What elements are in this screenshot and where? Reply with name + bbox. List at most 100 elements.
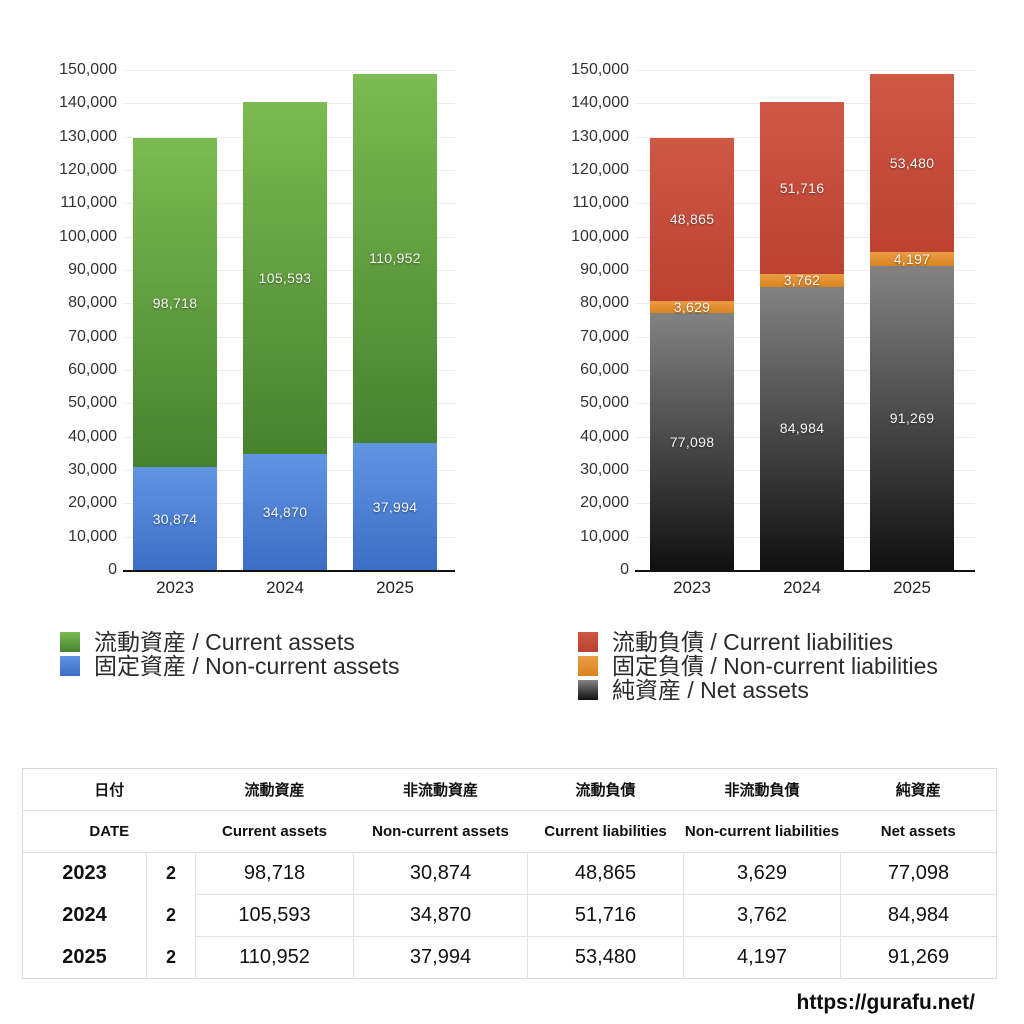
legend-swatch [60,632,80,652]
table-value-cell: 34,870 [353,894,528,937]
table-header-cell-ja: 純資産 [840,768,997,811]
table-month-cell: 2 [146,852,197,895]
assets-legend: 流動資産 / Current assets 固定資産 / Non-current … [60,630,399,678]
bar-segment: 3,629 [650,300,734,314]
bar-segment: 53,480 [870,73,954,252]
table-header-cell-en: Net assets [840,810,997,853]
legend-label: 固定負債 / Non-current liabilities [612,653,938,679]
table-header-cell-en: DATE [22,810,196,853]
y-tick-label: 60,000 [68,361,117,378]
table-row: 2025 2 110,952 37,994 53,480 4,197 91,269 [22,936,997,979]
y-tick-label: 10,000 [68,527,117,545]
table-year-cell: 2025 [22,936,147,979]
bar-segment: 110,952 [353,73,437,444]
bar-segment: 30,874 [133,467,217,570]
table-header-cell-ja: 非流動負債 [683,768,841,811]
table-row: 2024 2 105,593 34,870 51,716 3,762 84,984 [22,894,997,937]
bar-segment: 37,994 [353,443,437,570]
legend-row: 流動資産 / Current assets [60,630,399,654]
x-tick-label: 2024 [783,578,821,597]
plot-area: 77,098 3,629 48,865 84,984 3,762 51,716 91,269… [635,70,975,572]
table-value-cell: 53,480 [527,936,684,979]
y-tick-label: 100,000 [59,227,117,245]
legend-row: 純資産 / Net assets [578,678,938,702]
legend-label: 流動負債 / Current liabilities [612,629,894,655]
table-header-cell-en: Current liabilities [527,810,684,853]
y-tick-label: 40,000 [68,427,117,445]
y-tick-label: 110,000 [572,194,629,212]
y-tick-label: 30,000 [580,461,629,478]
y-axis: 0 10,000 20,000 30,000 40,000 50,000 60,000 70,… [20,61,123,578]
bar-segment: 77,098 [650,313,734,570]
table-value-cell: 98,718 [243,862,306,884]
y-tick-label: 10,000 [580,527,629,545]
legend-swatch [578,680,598,700]
x-tick-label: 2024 [266,578,304,597]
table-value-cell: 4,197 [683,936,841,979]
legend-row: 固定負債 / Non-current liabilities [578,654,938,678]
legend-row: 固定資産 / Non-current assets [60,654,399,678]
y-tick-label: 100,000 [571,227,629,245]
legend-row: 流動負債 / Current liabilities [578,630,938,654]
table-month-cell: 2 [146,894,197,937]
table-header-cell-ja: 流動負債 [527,768,684,811]
legend-label: 流動資産 / Current assets [94,629,355,655]
legend-label: 固定資産 / Non-current assets [94,653,400,679]
table-value-cell: 110,952 [195,936,354,979]
y-tick-label: 40,000 [580,427,629,445]
assets-chart: 2023 2024 2025 0 10,000 20,000 30,000 40,000 50,… [20,61,455,615]
table-value-cell: 30,874 [353,852,528,895]
legend-swatch [60,656,80,676]
y-tick-label: 60,000 [580,361,629,378]
y-tick-label: 70,000 [68,327,117,345]
gridline [123,70,455,71]
x-tick-label: 2023 [673,578,711,597]
legend-label: 純資産 / Net assets [612,677,809,703]
y-tick-label: 0 [620,561,629,578]
table-value-cell: 77,098 [840,852,997,895]
y-tick-label: 150,000 [59,61,117,78]
y-tick-label: 50,000 [68,394,117,412]
bar-segment: 4,197 [870,251,954,266]
y-tick-label: 130,000 [571,127,629,145]
bar-segment: 105,593 [243,101,327,454]
bar-segment: 51,716 [760,101,844,275]
table-value-cell: 84,984 [840,894,997,937]
y-tick-label: 30,000 [68,461,117,478]
y-tick-label: 140,000 [571,94,629,112]
y-tick-label: 110,000 [60,194,117,212]
table-value-cell: 3,762 [683,894,841,937]
table-header-cell-en: Non-current assets [353,810,528,853]
y-tick-label: 150,000 [571,61,629,78]
x-tick-label: 2025 [893,578,931,597]
y-tick-label: 130,000 [59,127,117,145]
y-tick-label: 50,000 [580,394,629,412]
table-month-cell: 2 [146,936,197,979]
x-tick-label: 2023 [156,578,194,597]
bar-segment: 91,269 [870,265,954,570]
y-axis: 0 10,000 20,000 30,000 40,000 50,000 60,000 70,… [532,61,635,578]
table-header-cell-ja: 流動資産 [195,768,354,811]
x-tick-label: 2025 [376,578,414,597]
table-header-cell-ja: 日付 [22,768,196,811]
table-header-cell-en: Non-current liabilities [683,810,841,853]
y-tick-label: 70,000 [580,327,629,345]
site-url: https://gurafu.net/ [796,991,975,1014]
bar-segment: 98,718 [133,138,217,468]
table-year-cell: 2023 [22,852,147,895]
table-value-cell: 3,629 [683,852,841,895]
table-value-cell: 91,269 [840,936,997,979]
y-tick-label: 80,000 [580,294,629,312]
table-row: 2023 2 98,718 30,874 48,865 3,629 77,098 [22,852,997,895]
legend-swatch [578,632,598,652]
y-tick-label: 120,000 [571,161,629,178]
liabilities-legend: 流動負債 / Current liabilities 固定負債 / Non-cur… [578,630,938,702]
legend-swatch [578,656,598,676]
table-value-cell: 37,994 [353,936,528,979]
bar-segment: 34,870 [243,453,327,570]
y-tick-label: 90,000 [68,261,117,278]
bar-segment: 48,865 [650,138,734,301]
bar-segment: 3,762 [760,274,844,287]
y-tick-label: 90,000 [580,261,629,278]
